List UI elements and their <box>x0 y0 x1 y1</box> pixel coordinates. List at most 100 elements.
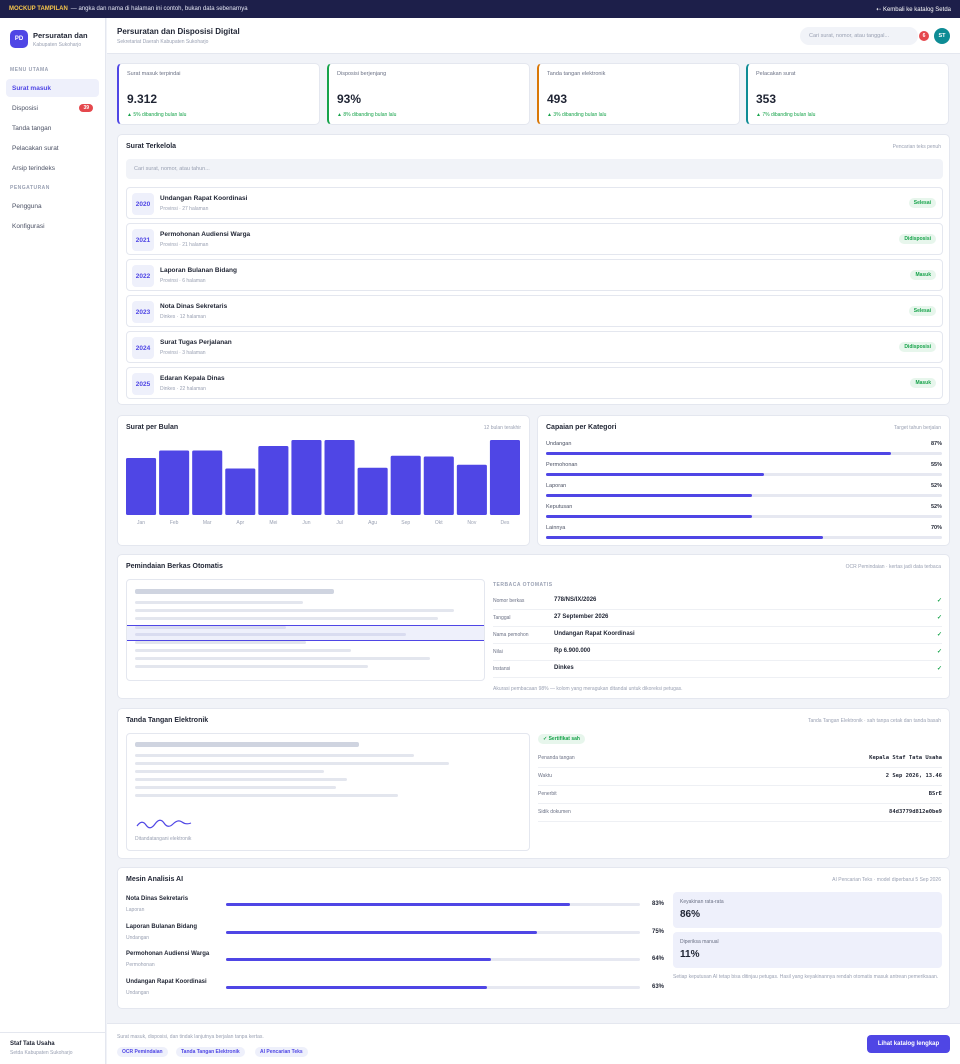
view-full-catalog-button[interactable]: Lihat katalog lengkap <box>867 1035 950 1053</box>
x-tick-label: Nov <box>467 520 476 526</box>
signature-field-row: Penanda tangan Kepala Staf Tata Usaha <box>538 750 942 768</box>
avatar[interactable]: ST <box>934 28 950 44</box>
kpi-delta: ▲ 8% dibanding bulan lalu <box>337 112 397 118</box>
ocr-field-row: Nilai Rp 6.900.000 ✓ <box>493 644 942 661</box>
category-percent: 87% <box>930 441 942 447</box>
kpi-delta: ▲ 7% dibanding bulan lalu <box>756 112 816 118</box>
global-search-input[interactable]: Cari surat, nomor, atau tanggal... <box>800 27 918 45</box>
footer: Surat masuk, disposisi, dan tindak lanju… <box>107 1023 960 1064</box>
letter-meta: Provinsi · 3 halaman <box>160 350 206 356</box>
bar-jan <box>126 458 157 515</box>
user-name: Staf Tata Usaha <box>10 1041 55 1047</box>
ai-confidence-percent: 64% <box>651 956 664 962</box>
letter-meta: Provinsi · 27 halaman <box>160 206 209 212</box>
kpi-card-pelacakan: Pelacakan surat 353 ▲ 7% dibanding bulan… <box>746 63 949 125</box>
back-to-catalog-link[interactable]: ⇠ Kembali ke katalog Setda <box>876 6 951 13</box>
stat-value: 86% <box>680 909 701 920</box>
sidebar-item-arsip-terindeks[interactable]: Arsip terindeks <box>6 159 99 177</box>
list-item[interactable]: 2025 Edaran Kepala Dinas Dinkes · 22 hal… <box>126 367 943 399</box>
kpi-value: 93% <box>337 92 362 106</box>
letters-search-input[interactable]: Cari surat, nomor, atau tahun... <box>126 159 943 179</box>
list-item[interactable]: 2022 Laporan Bulanan Bidang Provinsi · 6… <box>126 259 943 291</box>
signed-label: Ditandatangani elektronik <box>135 836 192 842</box>
kpi-value: 353 <box>756 92 777 106</box>
check-icon: ✓ <box>936 598 942 604</box>
kpi-value: 493 <box>547 92 568 106</box>
x-tick-label: Apr <box>236 520 244 526</box>
x-tick-label: Jul <box>336 520 342 526</box>
x-tick-label: Feb <box>170 520 179 526</box>
bar-jun <box>291 440 322 515</box>
ocr-field-row: Instansi Dinkes ✓ <box>493 661 942 678</box>
sidebar-item-surat-masuk[interactable]: Surat masuk <box>6 79 99 97</box>
signature-field-value: Kepala Staf Tata Usaha <box>869 755 942 761</box>
ai-row-category: Undangan <box>126 990 150 996</box>
kpi-label: Tanda tangan elektronik <box>547 71 606 77</box>
signature-field-label: Waktu <box>538 773 552 779</box>
ocr-field-row: Nama pemohon Undangan Rapat Koordinasi ✓ <box>493 627 942 644</box>
kpi-delta: ▲ 3% dibanding bulan lalu <box>547 112 607 118</box>
user-profile[interactable]: Staf Tata Usaha Setda Kabupaten Sukoharj… <box>0 1032 105 1064</box>
bar-nov <box>456 464 487 515</box>
feature-chip[interactable]: Tanda Tangan Elektronik <box>176 1047 245 1057</box>
signature-field-row: Waktu 2 Sep 2026, 13.46 <box>538 768 942 786</box>
sidebar-item-konfigurasi[interactable]: Konfigurasi <box>6 217 99 235</box>
kpi-label: Pelacakan surat <box>756 71 796 77</box>
bar-sep <box>390 455 421 515</box>
ocr-field-label: Nomor berkas <box>493 598 525 604</box>
sidebar-item-label: Arsip terindeks <box>12 164 55 172</box>
category-name: Undangan <box>546 441 572 447</box>
feature-chip[interactable]: OCR Pemindaian <box>117 1047 168 1057</box>
category-name: Laporan <box>546 483 567 489</box>
certificate-valid-badge: ✓ Sertifikat sah <box>538 734 585 744</box>
ai-row-title: Undangan Rapat Koordinasi <box>126 979 207 985</box>
card-note: 12 bulan terakhir <box>483 425 521 431</box>
category-progress-track <box>546 452 942 455</box>
list-item[interactable]: 2024 Surat Tugas Perjalanan Provinsi · 3… <box>126 331 943 363</box>
year-badge: 2024 <box>132 337 154 359</box>
x-tick-label: Okt <box>435 520 443 526</box>
category-progress-track <box>546 515 942 518</box>
sidebar-item-label: Disposisi <box>12 104 39 112</box>
kpi-delta: ▲ 5% dibanding bulan lalu <box>127 112 187 118</box>
category-progress-track <box>546 536 942 539</box>
card-title: Surat per Bulan <box>126 424 179 431</box>
x-tick-label: Jun <box>302 520 310 526</box>
status-badge: Didisposisi <box>899 234 936 244</box>
ocr-footnote: Akurasi pembacaan 98% — kolom yang merag… <box>493 686 683 692</box>
check-icon: ✓ <box>936 649 942 655</box>
sidebar-item-pengguna[interactable]: Pengguna <box>6 197 99 215</box>
list-item[interactable]: 2020 Undangan Rapat Koordinasi Provinsi … <box>126 187 943 219</box>
ai-confidence-percent: 63% <box>651 984 664 990</box>
list-item[interactable]: 2023 Nota Dinas Sekretaris Dinkes · 12 h… <box>126 295 943 327</box>
list-item[interactable]: 2021 Permohonan Audiensi Warga Provinsi … <box>126 223 943 255</box>
ai-row-title: Permohonan Audiensi Warga <box>126 951 210 957</box>
notification-badge[interactable]: 6 <box>919 31 929 41</box>
kpi-label: Disposisi berjenjang <box>337 71 387 77</box>
signature-field-label: Penerbit <box>538 791 557 797</box>
bar-jul <box>324 440 355 515</box>
ocr-field-label: Nama pemohon <box>493 632 529 638</box>
signature-field-row: Penerbit BSrE <box>538 786 942 804</box>
category-name: Keputusan <box>546 504 573 510</box>
category-percent: 55% <box>930 462 942 468</box>
signature-field-row: Sidik dokumen 84d3779d812e0be9 <box>538 804 942 822</box>
sidebar-item-label: Konfigurasi <box>12 222 45 230</box>
card-title: Pemindaian Berkas Otomatis <box>126 563 223 570</box>
mockup-banner: MOCKUP TAMPILAN — angka dan nama di halam… <box>0 0 960 18</box>
category-progress-track <box>546 494 942 497</box>
card-title: Surat Terkelola <box>126 143 177 150</box>
sidebar-item-label: Surat masuk <box>12 84 52 92</box>
letter-title: Permohonan Audiensi Warga <box>160 231 251 238</box>
page-subtitle: Sekretariat Daerah Kabupaten Sukoharjo <box>117 39 209 45</box>
sidebar-item-disposisi[interactable]: Disposisi 39 <box>6 99 99 117</box>
ocr-field-row: Nomor berkas 778/NS/IX/2026 ✓ <box>493 593 942 610</box>
ocr-field-value: Rp 6.900.000 <box>554 648 591 654</box>
feature-chip[interactable]: AI Pencarian Teks <box>255 1047 308 1057</box>
ocr-scan-card: Pemindaian Berkas Otomatis OCR Pemindaia… <box>117 554 950 699</box>
signature-scribble-icon <box>136 819 192 829</box>
sidebar-item-tanda-tangan[interactable]: Tanda tangan <box>6 119 99 137</box>
letter-title: Edaran Kepala Dinas <box>160 375 225 382</box>
ai-row-title: Laporan Bulanan Bidang <box>126 924 198 930</box>
sidebar-item-pelacakan-surat[interactable]: Pelacakan surat <box>6 139 99 157</box>
